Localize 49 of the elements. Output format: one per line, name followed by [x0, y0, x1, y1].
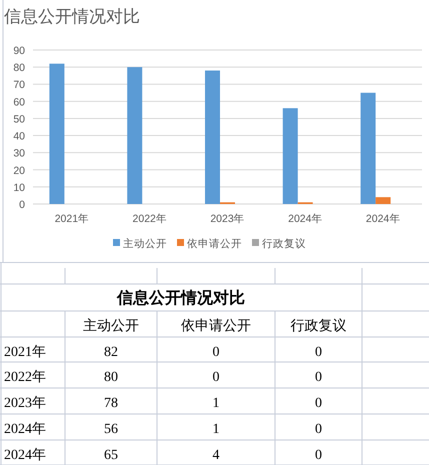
- x-tick-label: 主动公开: [83, 317, 139, 333]
- y-tick-label: 80: [13, 62, 26, 74]
- data-label: 0: [315, 396, 322, 411]
- y-tick-label: 40: [13, 130, 26, 143]
- bar: [49, 64, 64, 204]
- legend-label: 行政复议: [262, 237, 306, 250]
- x-tick-label: 2021年: [54, 213, 90, 225]
- data-label: 82: [104, 345, 118, 360]
- data-label: 65: [104, 448, 118, 463]
- data-label: 0: [212, 345, 220, 360]
- data-label: 0: [315, 422, 322, 437]
- x-tick-label: 行政复议: [290, 317, 346, 333]
- legend-label: 依申请公开: [187, 237, 242, 250]
- y-tick-label: 30: [13, 148, 26, 160]
- chart-title: 信息公开情况对比: [4, 7, 140, 26]
- y-tick-label: 2024年: [4, 447, 46, 463]
- data-label: 4: [212, 448, 220, 463]
- bar: [205, 70, 220, 204]
- y-tick-label: 2021年: [4, 344, 46, 360]
- data-label: 0: [315, 345, 322, 360]
- y-tick-label: 70: [13, 79, 26, 92]
- data-label: 0: [315, 448, 322, 463]
- data-label: 78: [104, 396, 118, 411]
- legend-label: 主动公开: [123, 237, 167, 250]
- y-tick-label: 60: [13, 96, 26, 108]
- x-tick-label: 2024年: [288, 213, 322, 225]
- bar: [360, 92, 376, 204]
- y-tick-label: 2024年: [4, 421, 46, 437]
- bar: [376, 197, 391, 204]
- bar: [127, 67, 142, 204]
- x-tick-label: 2022年: [132, 213, 167, 225]
- x-tick-label: 依申请公开: [181, 317, 251, 333]
- y-tick-label: 10: [13, 182, 26, 194]
- y-tick-label: 90: [13, 45, 26, 57]
- x-tick-label: 2024年: [366, 213, 400, 225]
- y-tick-label: 50: [13, 113, 26, 126]
- x-tick-label: 2023年: [210, 213, 245, 225]
- y-tick-label: 20: [13, 164, 26, 177]
- y-tick-label: 2022年: [4, 369, 46, 385]
- y-tick-label: 0: [19, 199, 26, 211]
- y-tick-label: 2023年: [4, 395, 46, 411]
- data-label: 1: [212, 422, 220, 437]
- data-label: 1: [212, 396, 220, 411]
- data-label: 56: [104, 422, 118, 437]
- data-label: 80: [104, 370, 118, 385]
- data-label: 0: [315, 370, 322, 385]
- bar: [282, 108, 298, 204]
- chart-title: 信息公开情况对比: [116, 289, 245, 307]
- data-label: 0: [212, 370, 220, 385]
